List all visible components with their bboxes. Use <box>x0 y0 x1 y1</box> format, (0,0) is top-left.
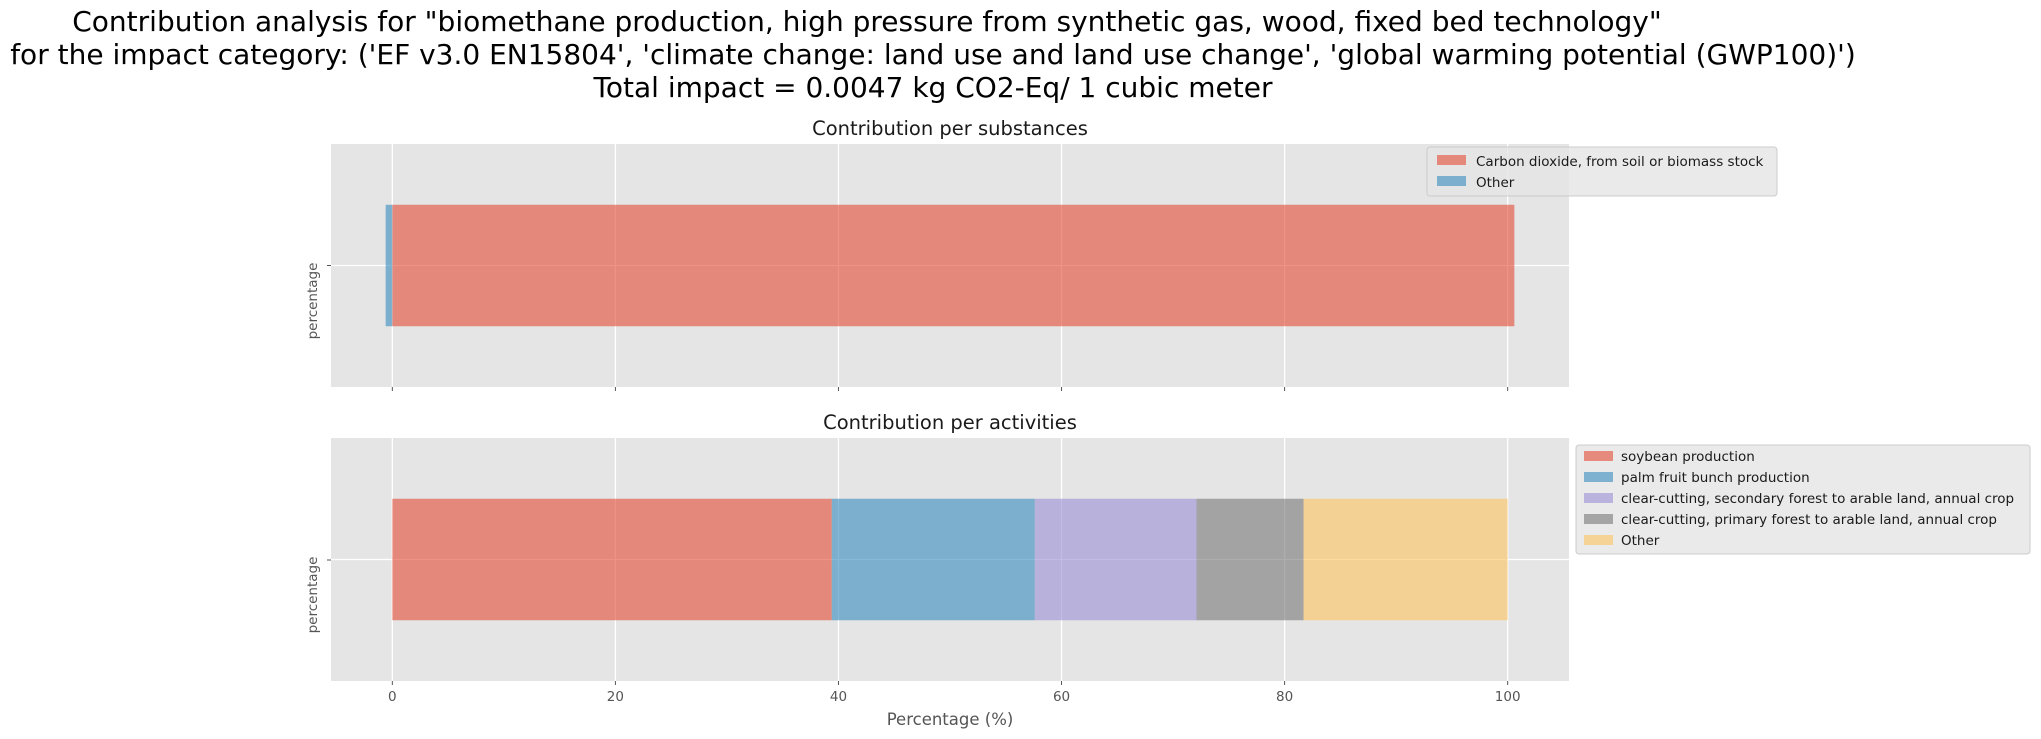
activities-legend-label-palm-fruit: palm fruit bunch production <box>1621 470 1810 486</box>
suptitle-line-1: Contribution analysis for "biomethane pr… <box>72 5 1661 38</box>
substances-bars <box>385 204 1515 327</box>
xtick-label-60: 60 <box>1053 689 1070 705</box>
xtick-label-20: 20 <box>607 689 624 705</box>
substances-legend-swatch-carbon-dioxide <box>1437 155 1466 165</box>
suptitle-line-2: for the impact category: ('EF v3.0 EN158… <box>10 38 1856 71</box>
activities-legend-swatch-primary-forest <box>1584 514 1613 524</box>
substances-legend-swatch-other <box>1437 176 1466 186</box>
activities-xlabel: Percentage (%) <box>887 710 1014 729</box>
bar-segment-other <box>385 204 393 327</box>
activities-bars <box>392 498 1508 621</box>
activities-legend-label-other: Other <box>1621 533 1660 549</box>
substances-legend-frame <box>1426 146 1778 197</box>
activities-ylabel: percentage <box>305 557 321 634</box>
activities-legend-swatch-secondary-forest <box>1584 493 1613 503</box>
activities-legend-swatch-other <box>1584 535 1613 545</box>
xtick-label-0: 0 <box>388 689 397 705</box>
xtick-label-100: 100 <box>1495 689 1521 705</box>
activities-legend-label-primary-forest: clear-cutting, primary forest to arable … <box>1621 512 1997 528</box>
bar-segment-clear-cutting-primary-forest-to-arable-l <box>1196 498 1304 621</box>
activities-legend-swatch-palm-fruit <box>1584 472 1613 482</box>
bar-segment-soybean-production <box>392 498 832 621</box>
activities-legend-swatch-soybean <box>1584 451 1613 461</box>
substances-legend-label-other: Other <box>1476 175 1515 191</box>
substances-legend: Carbon dioxide, from soil or biomass sto… <box>1426 146 1778 197</box>
activities-title: Contribution per activities <box>823 411 1077 434</box>
xtick-label-80: 80 <box>1276 689 1293 705</box>
activities-legend-label-soybean: soybean production <box>1621 449 1755 465</box>
bar-segment-clear-cutting-secondary-forest-to-arable <box>1034 498 1197 621</box>
substances-ylabel: percentage <box>305 263 321 340</box>
suptitle-line-3: Total impact = 0.0047 kg CO2-Eq/ 1 cubic… <box>593 71 1273 104</box>
activities-legend-label-secondary-forest: clear-cutting, secondary forest to arabl… <box>1621 491 2014 507</box>
activities-panel: 0 20 40 60 80 100 Contribution per activities… <box>305 411 2031 729</box>
substances-legend-label-carbon-dioxide: Carbon dioxide, from soil or biomass sto… <box>1476 154 1764 170</box>
bar-segment-palm-fruit-bunch-production <box>831 498 1035 621</box>
bar-segment-other <box>1303 498 1508 621</box>
bar-segment-carbon-dioxide-from-soil-or-biomass-stoc <box>392 204 1515 327</box>
substances-panel: Contribution per substances percentage C… <box>305 117 1778 391</box>
substances-xticks <box>391 387 1509 391</box>
xtick-label-40: 40 <box>830 689 847 705</box>
activities-xticks: 0 20 40 60 80 100 <box>388 681 1521 705</box>
activities-legend: soybean production palm fruit bunch prod… <box>1575 444 2031 555</box>
substances-title: Contribution per substances <box>812 117 1088 140</box>
activities-legend-frame <box>1575 444 2031 555</box>
